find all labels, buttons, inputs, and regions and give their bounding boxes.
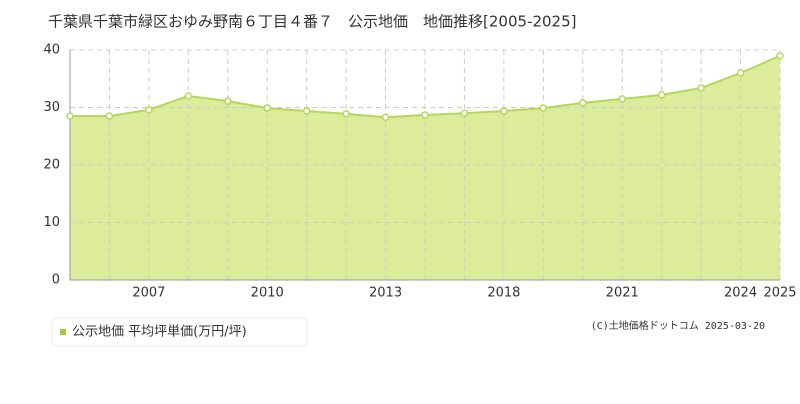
legend-label: 公示地価 平均坪単価(万円/坪) [72,324,247,340]
marker [302,107,311,115]
marker [618,95,626,103]
marker [460,109,469,117]
marker [736,69,745,77]
x-tick-label: 2025 [763,286,796,301]
x-tick-label: 2024 [724,286,757,301]
marker [579,99,587,107]
x-tick-label: 2010 [251,286,284,301]
y-tick-label: 20 [43,158,60,173]
marker [500,107,508,115]
y-tick-label: 40 [43,43,60,58]
marker [421,111,429,119]
marker [657,91,666,99]
credit: (C)土地価格ドットコム 2025-03-20 [591,319,765,332]
marker [263,104,271,112]
legend-box [51,317,308,347]
marker [539,104,548,112]
x-tick-label: 2007 [132,286,165,301]
legend-swatch [60,329,66,335]
marker [697,84,705,92]
y-tick-label: 30 [43,100,60,115]
marker [381,113,390,122]
chart-title: 千葉県千葉市緑区おゆみ野南６丁目４番７ 公示地価 地価推移[2005-2025] [48,13,576,31]
marker [224,97,232,105]
marker [66,112,74,120]
marker [342,110,350,118]
marker [145,106,153,114]
legend [51,317,308,347]
marker [776,52,784,60]
x-tick-label: 2021 [606,286,639,301]
y-tick-label: 10 [43,215,60,230]
x-tick-label: 2018 [487,286,520,301]
y-tick-label: 0 [52,273,60,288]
marker [184,92,193,100]
marker [105,112,114,120]
x-tick-label: 2013 [369,286,402,301]
